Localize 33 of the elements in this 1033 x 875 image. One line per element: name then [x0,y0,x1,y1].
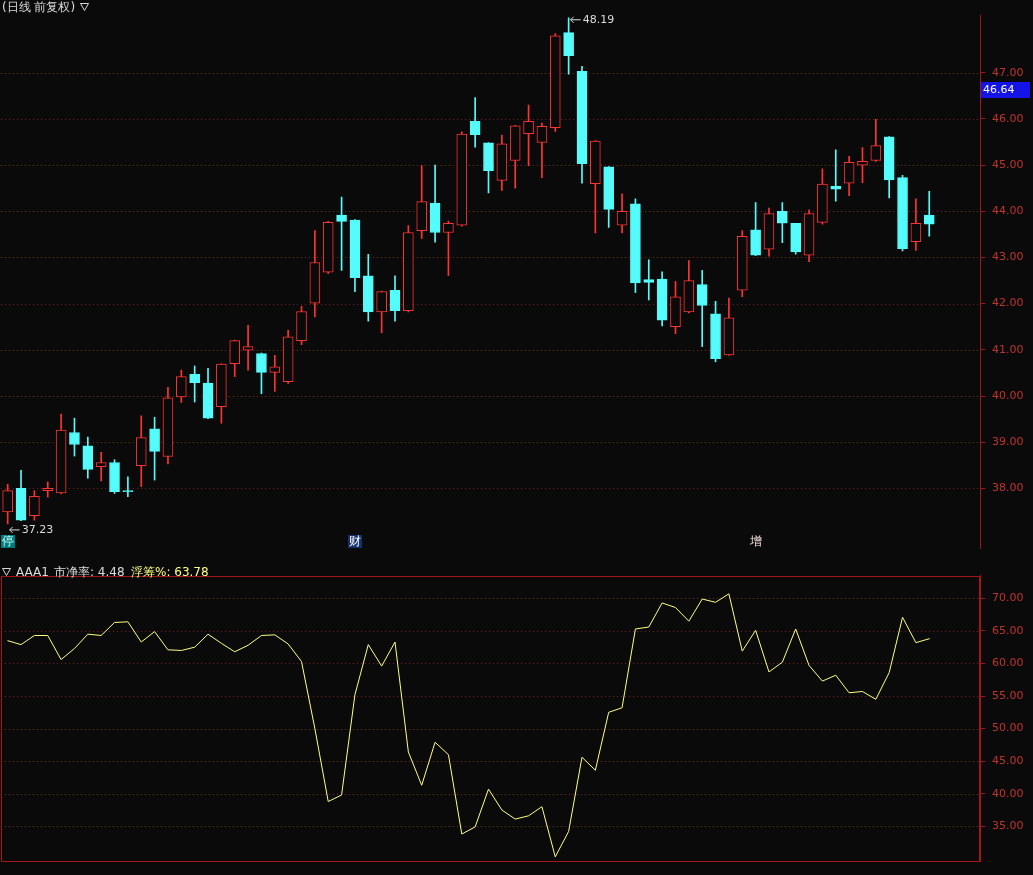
y-tick-label: 45.00 [992,754,1024,767]
y-tick-label: 42.00 [992,296,1024,310]
y-tick-label: 39.00 [992,435,1024,449]
y-tick-label: 40.00 [992,388,1024,402]
y-tick-label: 38.00 [992,481,1024,495]
y-tick-label: 55.00 [992,688,1024,702]
annotation: 37.23 [21,522,54,536]
text: 浮筹%: 63.78 [131,565,209,579]
y-tick-label: 50.00 [992,721,1024,735]
chart-title: AAA1 [16,565,49,579]
y-tick-label: 46.00 [992,111,1024,125]
candlestick [923,191,935,237]
candlestick [42,481,54,498]
chart-title: (日线 前复权) [2,0,76,14]
annotation: 增 [748,534,763,549]
annotation: 停 [0,534,15,549]
text: 46.64 [983,82,1015,96]
y-tick-label: 70.00 [992,591,1024,605]
y-tick-label: 45.00 [992,157,1024,171]
candlestick [242,325,254,371]
annotation: 市净率: 4.48 [53,565,125,579]
candlestick [269,355,281,392]
y-tick-label: 40.00 [992,786,1024,800]
y-tick-label: 44.00 [992,204,1024,218]
annotation: 财 [347,534,362,549]
y-tick-label: 41.00 [992,342,1024,356]
y-tick-label: 47.00 [992,65,1024,79]
y-tick-label: 43.00 [992,250,1024,264]
candlestick [95,452,107,482]
annotation: 48.19 [582,12,615,26]
y-tick-label: 60.00 [992,656,1024,670]
y-tick-label: 35.00 [992,819,1024,833]
y-tick-label: 65.00 [992,623,1024,637]
